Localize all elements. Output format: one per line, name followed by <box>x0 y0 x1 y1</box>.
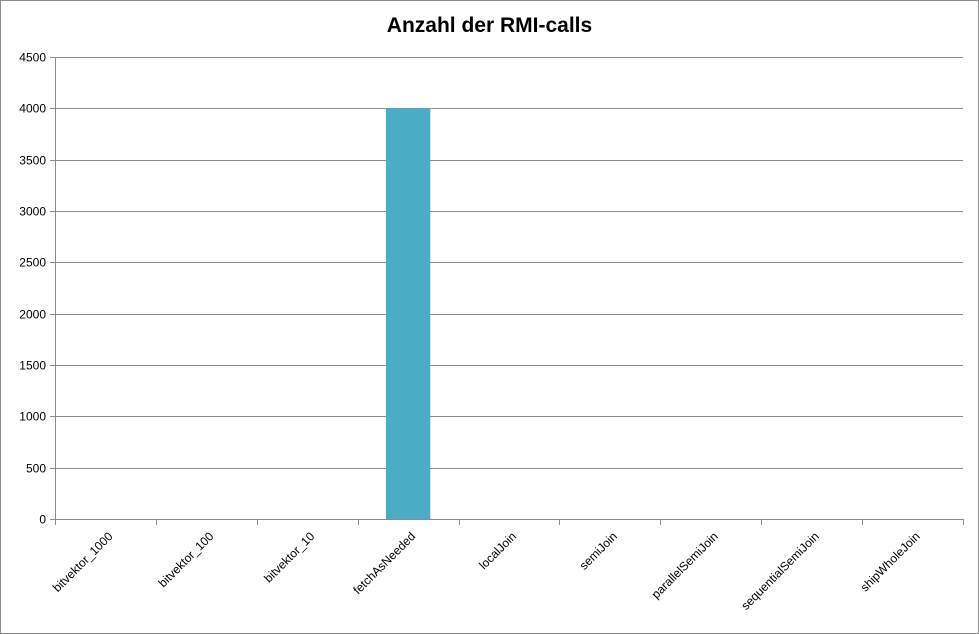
x-tick-labels: bitvektor_1000 bitvektor_100 bitvektor_10 f… <box>50 529 923 613</box>
x-tick-label: shipWholeJoin <box>858 529 923 594</box>
y-tick-labels: 0 500 1000 1500 2000 2500 3000 3500 4000 4500 <box>19 51 46 527</box>
bar-fetchAsNeeded <box>385 108 431 519</box>
y-tick-label: 2500 <box>19 256 46 270</box>
y-tick-label: 4000 <box>19 102 46 116</box>
y-tick-label: 0 <box>39 513 46 527</box>
x-tick-label: localJoin <box>476 529 519 572</box>
bars <box>385 108 431 519</box>
y-tick-label: 3000 <box>19 205 46 219</box>
y-tick-label: 1000 <box>19 410 46 424</box>
x-tick-label: bitvektor_1000 <box>50 529 116 595</box>
axes <box>50 57 964 525</box>
x-tick-label: semiJoin <box>577 529 620 572</box>
x-tick-label: sequentialSemiJoin <box>738 529 821 612</box>
x-tick-label: bitvektor_100 <box>156 529 217 590</box>
x-tick-label: bitvektor_10 <box>261 529 317 585</box>
chart-title: Anzahl der RMI-calls <box>386 14 593 37</box>
y-tick-label: 500 <box>26 462 46 476</box>
y-tick-label: 3500 <box>19 154 46 168</box>
x-tick-label: fetchAsNeeded <box>350 529 418 597</box>
y-tick-label: 1500 <box>19 359 46 373</box>
y-tick-label: 2000 <box>19 308 46 322</box>
gridlines <box>55 57 963 469</box>
y-tick-label: 4500 <box>19 51 46 65</box>
x-tick-label: parallelSemiJoin <box>649 529 721 601</box>
